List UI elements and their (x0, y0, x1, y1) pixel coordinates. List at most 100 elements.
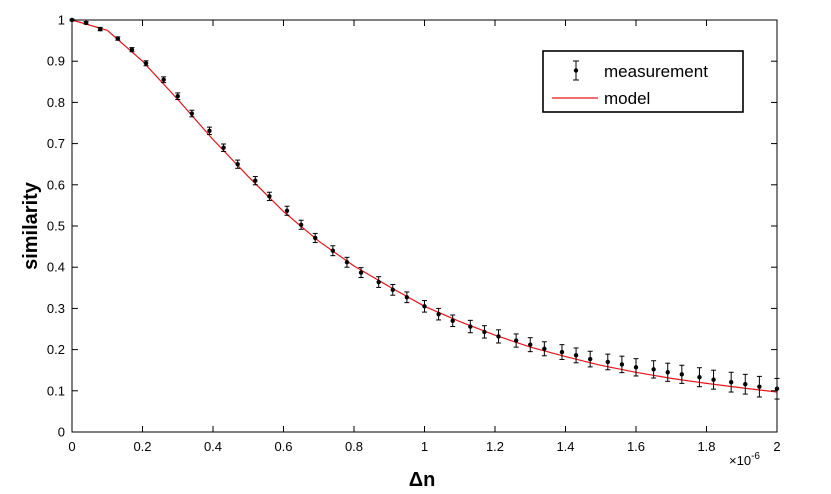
measurement-point (665, 362, 671, 382)
x-tick-label: 0.6 (274, 439, 292, 454)
x-axis-exponent-power: -6 (751, 451, 760, 462)
measurement-point (330, 245, 336, 257)
measurement-point (376, 276, 382, 288)
measurement-point (436, 307, 442, 321)
x-tick-label: 0 (68, 439, 75, 454)
data-marker (313, 235, 318, 241)
x-tick-label: 0.4 (204, 439, 222, 454)
data-marker (743, 382, 748, 387)
measurement-point (252, 176, 258, 186)
data-marker (679, 372, 685, 377)
data-marker (757, 384, 762, 389)
measurement-point (143, 60, 149, 67)
measurement-point (298, 219, 304, 230)
data-marker (358, 270, 364, 275)
data-marker (284, 208, 290, 213)
data-marker (496, 334, 501, 339)
legend-measurement-marker (573, 60, 579, 81)
y-tick-label: 0.5 (47, 219, 65, 234)
data-marker (390, 287, 395, 293)
measurement-point (284, 205, 290, 216)
measurement-point (404, 291, 410, 304)
measurement-point (679, 364, 685, 384)
y-tick-label: 0.7 (47, 136, 65, 151)
measurement-point (115, 36, 121, 41)
measurement-point (129, 47, 135, 53)
measurement-point (221, 143, 227, 152)
measurement-point (189, 109, 195, 118)
data-marker (83, 20, 89, 26)
data-marker (207, 128, 212, 134)
data-marker (422, 304, 427, 309)
data-marker (436, 311, 441, 317)
data-marker (450, 318, 455, 323)
measurement-point (467, 319, 473, 334)
data-marker (221, 145, 226, 150)
x-tick-label: 1.8 (697, 439, 715, 454)
data-marker (330, 248, 336, 253)
data-marker (573, 353, 579, 358)
measurement-point (235, 159, 241, 169)
measurement-point (605, 353, 611, 371)
measurement-point (573, 347, 579, 364)
measurement-point (696, 367, 702, 388)
measurement-point (756, 375, 762, 398)
data-marker (98, 26, 103, 32)
y-tick-label: 0.1 (47, 383, 65, 398)
y-tick-label: 1 (58, 13, 65, 28)
plot-area (69, 17, 780, 400)
y-tick-label: 0.2 (47, 342, 65, 357)
x-tick-label: 1.2 (486, 439, 504, 454)
measurement-point (312, 232, 318, 243)
measurement-point (390, 284, 396, 296)
measurement-point (742, 373, 748, 395)
measurement-point (633, 358, 639, 377)
measurement-point (728, 371, 734, 393)
measurement-point (206, 126, 212, 136)
data-marker (619, 362, 625, 367)
data-marker (298, 222, 304, 227)
measurement-point (587, 350, 593, 368)
x-tick-label: 0.8 (345, 439, 363, 454)
data-marker (559, 349, 565, 355)
measurement-point (559, 344, 565, 360)
y-tick-label: 0.6 (47, 177, 65, 192)
data-marker (482, 329, 487, 335)
y-tick-label: 0.8 (47, 95, 65, 110)
measurement-point (344, 256, 350, 268)
data-marker (513, 338, 519, 343)
y-tick-label: 0.3 (47, 301, 65, 316)
data-marker (253, 178, 258, 183)
measurement-point (83, 20, 89, 26)
data-marker (376, 279, 381, 285)
legend-model-label: model (604, 89, 650, 108)
measurement-point (496, 329, 502, 344)
measurement-point (175, 92, 181, 101)
measurement-point (450, 314, 456, 328)
data-marker (711, 377, 716, 382)
measurement-point (711, 369, 717, 390)
data-marker (143, 61, 149, 66)
x-axis-title: Δn (409, 469, 436, 491)
data-marker (129, 47, 135, 52)
measurement-point (481, 325, 487, 339)
data-marker (605, 359, 610, 365)
data-marker (665, 370, 670, 375)
data-marker (728, 379, 734, 385)
measurement-point (513, 333, 519, 348)
y-tick-label: 0 (58, 425, 65, 440)
data-marker (468, 324, 473, 329)
measurement-point (527, 337, 533, 353)
data-marker (542, 346, 547, 351)
data-marker (651, 367, 656, 372)
measurement-point (161, 76, 167, 84)
legend-measurement-label: measurement (604, 62, 708, 81)
data-marker (344, 260, 350, 265)
legend: measurement model (542, 50, 744, 113)
x-tick-label: 1 (421, 439, 428, 454)
data-marker (235, 162, 240, 167)
data-marker (189, 111, 195, 116)
y-tick-label: 0.9 (47, 54, 65, 69)
x-tick-label: 0.2 (133, 439, 151, 454)
